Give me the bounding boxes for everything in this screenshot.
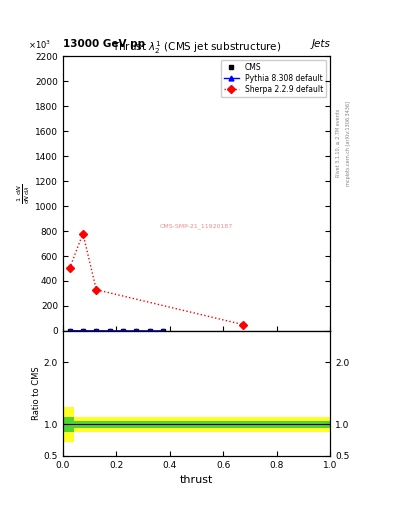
Sherpa 2.2.9 default — [81, 230, 85, 237]
Sherpa 2.2.9 default — [94, 287, 99, 293]
Text: CMS-SMP-21_11920187: CMS-SMP-21_11920187 — [160, 224, 233, 229]
Line: CMS: CMS — [67, 328, 165, 333]
Pythia 8.308 default — [161, 328, 165, 334]
CMS — [134, 328, 139, 334]
Sherpa 2.2.9 default — [67, 265, 72, 271]
Pythia 8.308 default — [121, 328, 125, 334]
Pythia 8.308 default — [81, 328, 85, 334]
Text: mcplots.cern.ch [arXiv:1306.3436]: mcplots.cern.ch [arXiv:1306.3436] — [346, 101, 351, 186]
CMS — [161, 328, 165, 334]
Pythia 8.308 default — [94, 328, 99, 334]
CMS — [81, 328, 85, 334]
CMS — [121, 328, 125, 334]
Y-axis label: Ratio to CMS: Ratio to CMS — [32, 367, 41, 420]
CMS — [107, 328, 112, 334]
CMS — [67, 328, 72, 334]
Text: $\times 10^{3}$: $\times 10^{3}$ — [28, 38, 51, 51]
X-axis label: thrust: thrust — [180, 475, 213, 485]
CMS — [94, 328, 99, 334]
Text: 13000 GeV pp: 13000 GeV pp — [63, 38, 145, 49]
Pythia 8.308 default — [147, 328, 152, 334]
Text: Rivet 3.1.10, ≥ 2.7M events: Rivet 3.1.10, ≥ 2.7M events — [336, 109, 341, 178]
Y-axis label: $\frac{1}{\mathrm{d}N}\frac{\mathrm{d}N}{\mathrm{d}\lambda}$: $\frac{1}{\mathrm{d}N}\frac{\mathrm{d}N}… — [16, 183, 32, 204]
Pythia 8.308 default — [67, 328, 72, 334]
CMS — [147, 328, 152, 334]
Pythia 8.308 default — [134, 328, 139, 334]
Text: Jets: Jets — [311, 38, 330, 49]
Line: Pythia 8.308 default: Pythia 8.308 default — [67, 328, 165, 333]
Line: Sherpa 2.2.9 default: Sherpa 2.2.9 default — [67, 231, 246, 327]
Legend: CMS, Pythia 8.308 default, Sherpa 2.2.9 default: CMS, Pythia 8.308 default, Sherpa 2.2.9 … — [220, 60, 326, 97]
Sherpa 2.2.9 default — [241, 322, 246, 328]
Pythia 8.308 default — [107, 328, 112, 334]
Title: Thrust $\lambda_2^1$ (CMS jet substructure): Thrust $\lambda_2^1$ (CMS jet substructu… — [112, 39, 281, 56]
